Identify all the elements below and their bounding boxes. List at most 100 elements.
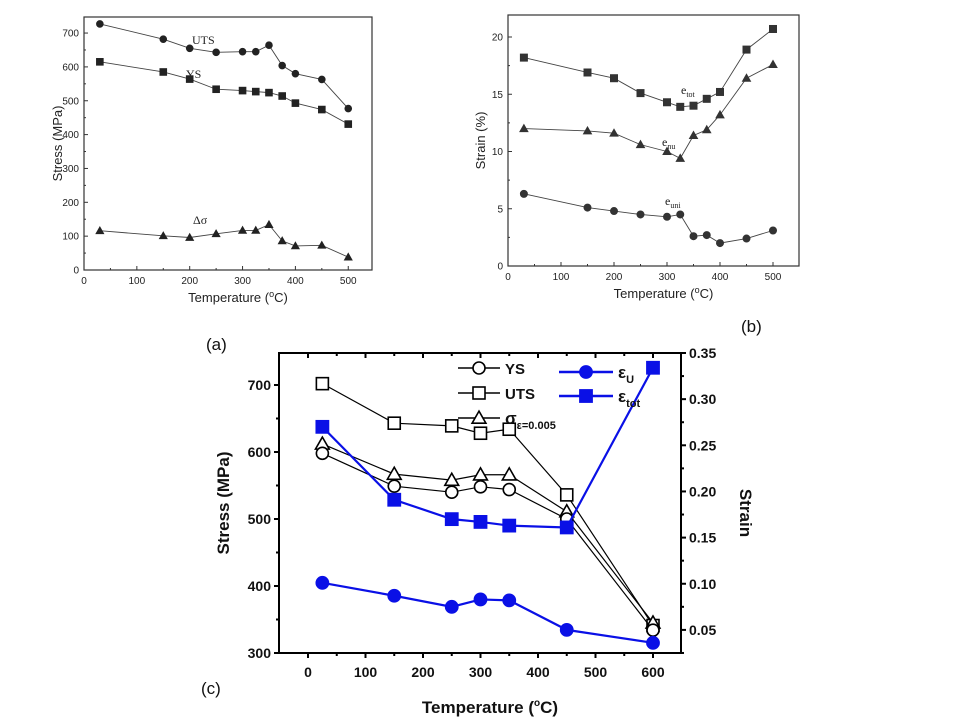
x-tick-label: 300 xyxy=(469,664,493,680)
y2-tick-label: 0.05 xyxy=(689,622,716,638)
series-line xyxy=(523,64,774,159)
panel-label-a: (a) xyxy=(206,335,227,354)
y2-tick-label: 0.25 xyxy=(689,437,716,453)
x-axis-title-text: Temperature ( xyxy=(422,698,534,717)
x-axis-title-unit: C) xyxy=(274,290,288,305)
x-axis-title-unit: C) xyxy=(540,698,558,717)
annotation-base: e xyxy=(681,83,686,97)
x-axis-title-text: Temperature ( xyxy=(188,290,270,305)
data-point xyxy=(185,44,194,53)
data-point xyxy=(636,89,645,98)
data-point xyxy=(265,41,273,50)
data-point xyxy=(559,520,574,535)
data-point xyxy=(344,120,353,128)
legend-label-text: UTS xyxy=(505,386,535,403)
legend-label-text: ε xyxy=(618,363,626,382)
x-tick-label: 400 xyxy=(712,272,729,283)
data-point xyxy=(291,99,300,107)
data-point xyxy=(635,139,646,149)
annotation-base: e xyxy=(665,194,670,208)
data-point xyxy=(343,252,353,261)
data-point xyxy=(158,231,168,240)
legend-marker xyxy=(472,386,486,400)
y-axis-title: Stress (MPa) xyxy=(214,452,233,555)
x-tick-label: 0 xyxy=(81,276,87,287)
legend-label: UTS xyxy=(505,386,535,403)
data-point xyxy=(769,24,778,33)
legend-item-uts: UTS xyxy=(458,386,535,403)
data-point xyxy=(251,47,260,56)
series-u xyxy=(315,575,660,650)
data-point xyxy=(444,485,459,500)
data-point xyxy=(646,360,660,375)
data-point xyxy=(689,232,698,241)
series-e-uni xyxy=(519,189,778,248)
data-point xyxy=(443,471,461,487)
x-axis-title: Temperature (oC) xyxy=(422,698,558,717)
x-tick-label: 300 xyxy=(659,272,676,283)
data-point xyxy=(473,515,488,529)
x-axis-title-unit: C) xyxy=(700,286,714,301)
data-point xyxy=(716,87,725,96)
series-ys xyxy=(315,446,660,638)
data-point xyxy=(663,98,672,107)
data-point xyxy=(646,623,660,638)
series-line xyxy=(322,581,654,644)
data-point xyxy=(96,20,104,28)
x-axis-title: Temperature (oC) xyxy=(188,289,288,305)
y-tick-label: 5 xyxy=(497,204,503,215)
series-line xyxy=(322,443,654,624)
data-point xyxy=(278,61,286,70)
data-point xyxy=(716,239,725,248)
x-tick-label: 600 xyxy=(641,664,665,680)
y2-axis-title: Strain xyxy=(736,489,755,537)
data-point xyxy=(387,492,402,507)
data-point xyxy=(473,426,488,441)
data-point xyxy=(159,35,168,43)
data-point xyxy=(290,241,300,250)
data-point xyxy=(387,479,402,493)
x-axis-title: Temperature (oC) xyxy=(614,285,714,301)
x-tick-label: 0 xyxy=(505,272,511,283)
data-point xyxy=(444,599,459,614)
data-point xyxy=(676,210,685,219)
data-point xyxy=(159,68,168,76)
data-point xyxy=(277,236,287,245)
data-point xyxy=(610,207,619,216)
series-annotation: enu xyxy=(662,135,675,151)
data-point xyxy=(689,101,698,110)
data-point xyxy=(646,635,660,650)
data-point xyxy=(315,575,330,590)
data-point xyxy=(636,210,645,219)
data-point xyxy=(444,419,459,433)
annotation-sub: tot xyxy=(686,90,695,99)
x-tick-label: 400 xyxy=(526,664,550,680)
y-tick-label: 600 xyxy=(248,444,272,460)
chart-c-stress-strain-vs-temperature: 0 100 200 300 400 500 600 300 400 500 600 700 0.05 0.… xyxy=(214,345,755,717)
series-series xyxy=(95,219,353,261)
plot-frame xyxy=(83,16,373,271)
data-point xyxy=(502,518,517,533)
y-tick-label: 10 xyxy=(492,147,504,158)
data-point xyxy=(344,104,353,113)
legend-label-text: ε xyxy=(618,387,626,406)
y-tick-label: 500 xyxy=(248,511,272,527)
series-annotation: etot xyxy=(681,83,696,99)
data-point xyxy=(519,189,528,198)
data-point xyxy=(212,48,220,57)
data-point xyxy=(676,102,685,111)
data-point xyxy=(318,105,326,114)
legend-item-ys: YS xyxy=(458,361,525,378)
data-point xyxy=(502,593,517,608)
x-axis-title-degree: o xyxy=(269,289,274,299)
data-point xyxy=(95,226,105,235)
data-point xyxy=(583,68,592,77)
x-tick-label: 100 xyxy=(553,272,570,283)
annotation-sub: uni xyxy=(670,201,681,210)
x-tick-label: 100 xyxy=(129,276,146,287)
data-point xyxy=(702,231,711,240)
data-point xyxy=(251,225,261,234)
data-point xyxy=(315,376,330,391)
